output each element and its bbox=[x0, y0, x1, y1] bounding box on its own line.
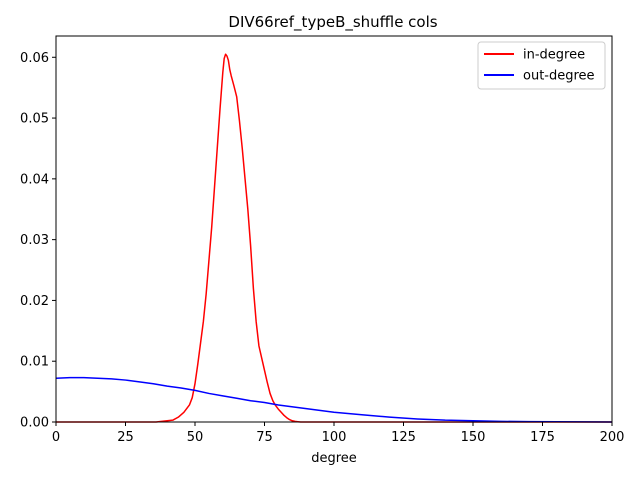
series-line-in-degree bbox=[56, 53, 612, 423]
x-tick-label: 150 bbox=[461, 430, 486, 445]
legend-entries: in-degree out-degree bbox=[484, 48, 595, 84]
series-line-out-degree bbox=[55, 376, 613, 423]
legend-label-out-degree: out-degree bbox=[523, 69, 595, 84]
plot-frame bbox=[55, 35, 613, 423]
y-tick-label: 0.02 bbox=[20, 294, 49, 309]
x-tick-label: 0 bbox=[52, 430, 60, 445]
x-tick-label: 50 bbox=[187, 430, 204, 445]
y-axis-ticks: 0.00 0.01 0.02 0.03 0.04 0.05 0.06 bbox=[20, 51, 56, 431]
chart-title: DIV66ref_typeB_shuffle cols bbox=[228, 13, 437, 32]
y-tick-label: 0.06 bbox=[20, 51, 49, 66]
y-tick-label: 0.03 bbox=[20, 233, 49, 248]
y-tick-label: 0.00 bbox=[20, 416, 49, 431]
x-tick-label: 75 bbox=[256, 430, 273, 445]
x-axis-label: degree bbox=[311, 451, 357, 466]
x-tick-label: 100 bbox=[322, 430, 347, 445]
x-tick-label: 25 bbox=[117, 430, 134, 445]
x-tick-label: 175 bbox=[530, 430, 555, 445]
y-tick-label: 0.01 bbox=[20, 355, 49, 370]
x-tick-label: 200 bbox=[600, 430, 625, 445]
x-axis-ticks: 0 25 50 75 100 125 150 175 200 bbox=[52, 422, 625, 445]
y-tick-label: 0.04 bbox=[20, 172, 49, 187]
x-tick-label: 125 bbox=[391, 430, 416, 445]
y-tick-label: 0.05 bbox=[20, 112, 49, 127]
series-layer bbox=[55, 53, 613, 423]
legend: in-degree out-degree bbox=[477, 41, 606, 90]
legend-label-in-degree: in-degree bbox=[523, 48, 585, 63]
